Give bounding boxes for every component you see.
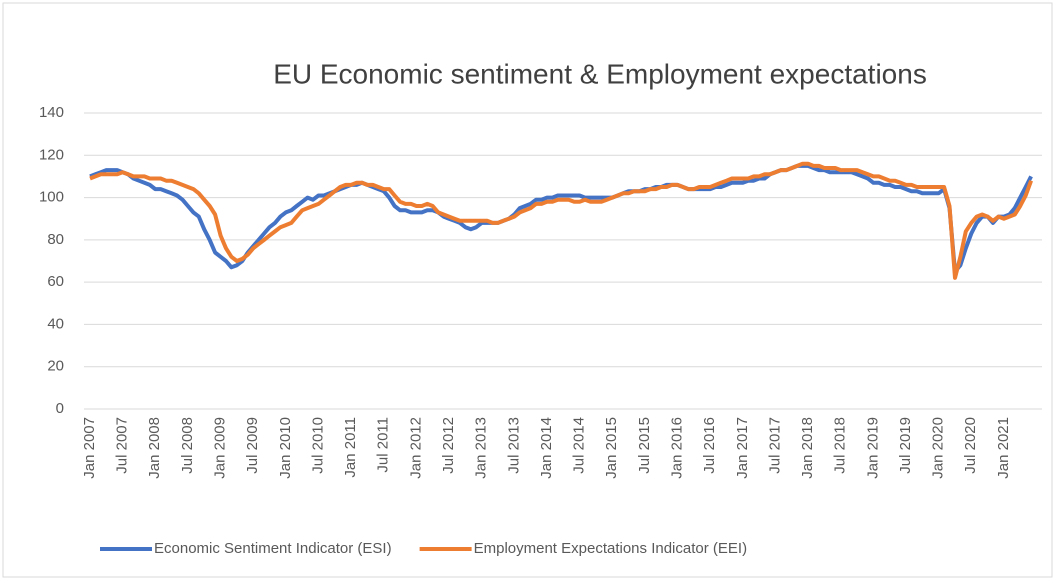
y-tick-label: 20 (47, 358, 64, 375)
x-tick-label: Jan 2019 (864, 417, 881, 479)
y-tick-label: 140 (39, 104, 64, 121)
x-tick-label: Jul 2018 (832, 417, 849, 474)
x-tick-label: Jan 2010 (277, 417, 294, 479)
x-tick-label: Jul 2013 (505, 417, 522, 474)
x-tick-label: Jul 2009 (244, 417, 261, 474)
x-tick-label: Jan 2009 (212, 417, 229, 479)
x-tick-label: Jul 2010 (309, 417, 326, 474)
legend-label: Employment Expectations Indicator (EEI) (474, 540, 747, 557)
x-tick-label: Jan 2011 (342, 417, 359, 478)
x-tick-label: Jul 2008 (179, 417, 196, 474)
x-tick-label: Jan 2015 (603, 417, 620, 479)
x-tick-label: Jan 2013 (473, 417, 490, 479)
x-tick-label: Jul 2017 (766, 417, 783, 474)
x-tick-label: Jan 2012 (407, 417, 424, 479)
x-tick-label: Jan 2017 (734, 417, 751, 479)
x-tick-label: Jul 2020 (962, 417, 979, 474)
x-tick-label: Jul 2015 (636, 417, 653, 474)
x-tick-label: Jul 2012 (440, 417, 457, 474)
y-tick-label: 120 (39, 146, 64, 163)
x-tick-label: Jan 2014 (538, 417, 555, 479)
x-tick-label: Jul 2016 (701, 417, 718, 474)
y-tick-label: 40 (47, 315, 64, 332)
x-tick-label: Jan 2008 (146, 417, 163, 479)
chart-title: EU Economic sentiment & Employment expec… (273, 58, 927, 89)
y-tick-label: 80 (47, 231, 64, 248)
x-tick-label: Jan 2020 (930, 417, 947, 479)
y-tick-label: 100 (39, 189, 64, 206)
x-tick-label: Jan 2018 (799, 417, 816, 479)
x-tick-label: Jan 2021 (995, 417, 1012, 479)
x-tick-label: Jul 2019 (897, 417, 914, 474)
x-tick-label: Jul 2011 (375, 417, 392, 473)
x-tick-label: Jul 2007 (114, 417, 131, 474)
y-tick-label: 0 (56, 400, 64, 417)
x-tick-label: Jan 2007 (81, 417, 98, 479)
x-tick-label: Jul 2014 (571, 417, 588, 474)
x-tick-label: Jan 2016 (668, 417, 685, 479)
legend-label: Economic Sentiment Indicator (ESI) (154, 540, 392, 557)
y-tick-label: 60 (47, 273, 64, 290)
series-line (89, 161, 1033, 280)
